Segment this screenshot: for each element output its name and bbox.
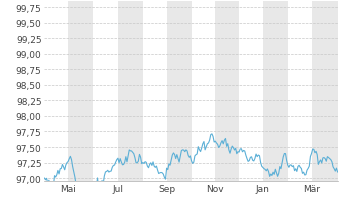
Bar <box>312 2 339 181</box>
Bar <box>263 2 288 181</box>
Bar <box>68 2 93 181</box>
Bar <box>167 2 192 181</box>
Bar <box>215 2 239 181</box>
Bar <box>118 2 143 181</box>
